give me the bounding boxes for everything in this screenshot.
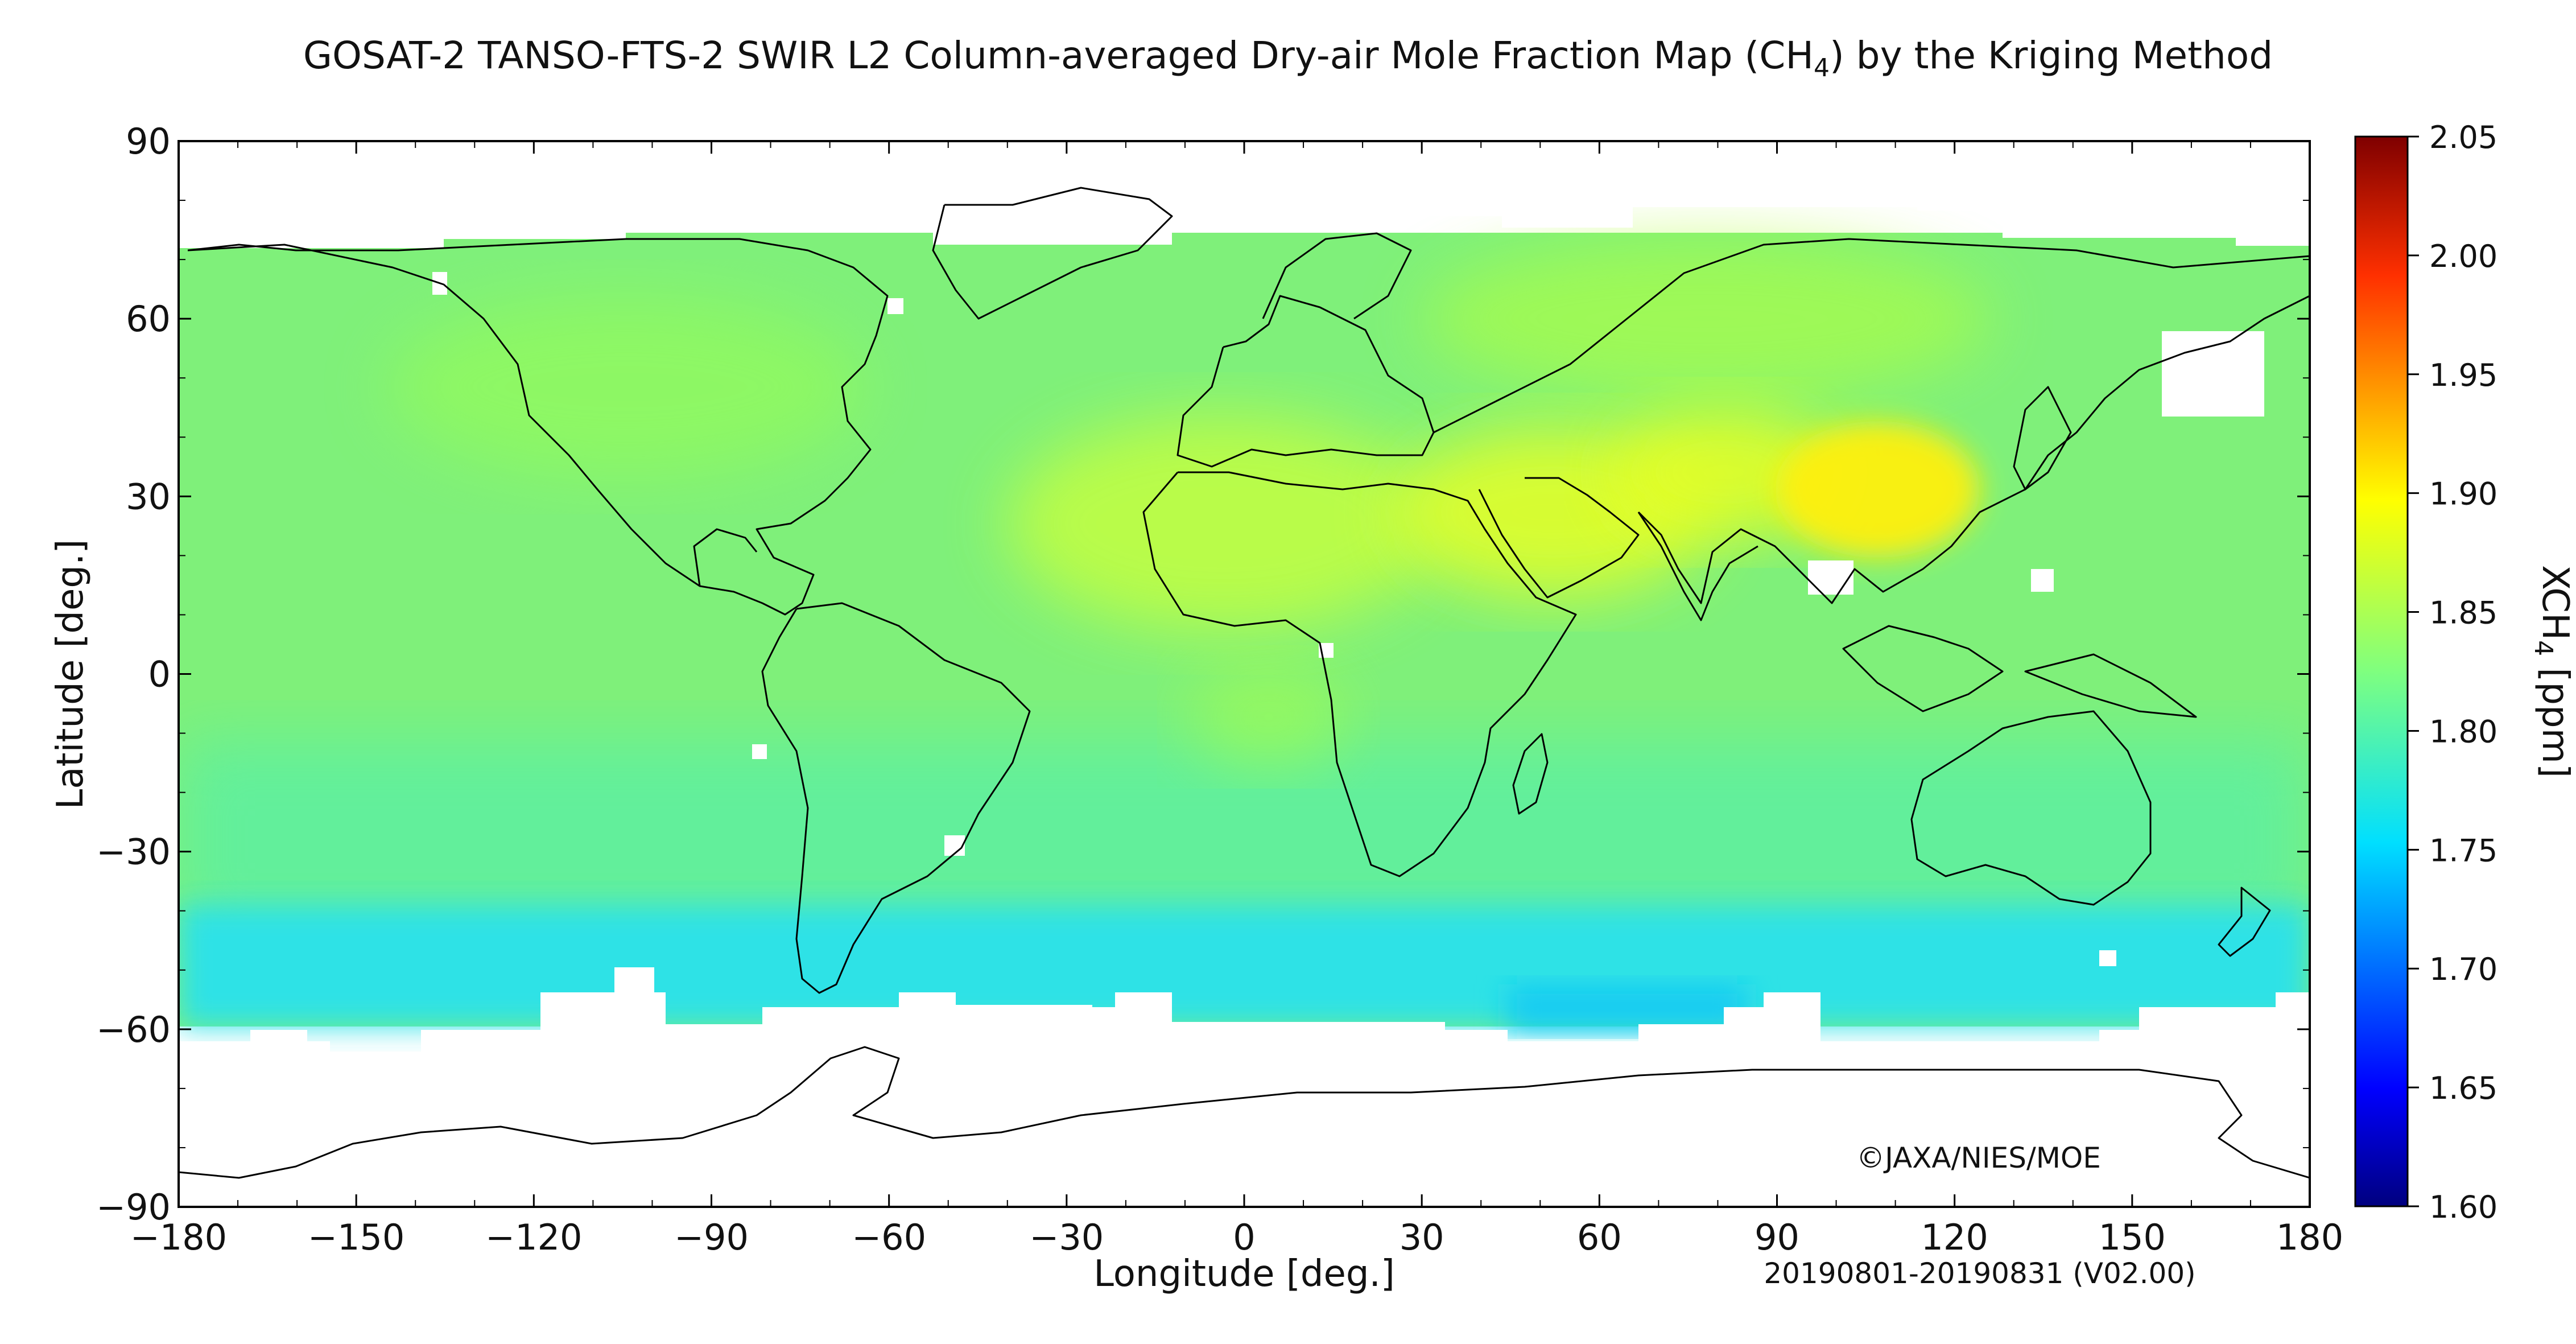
gap-sahara-dot (887, 298, 903, 314)
period-text: 20190801-20190831 (V02.00) (1764, 1257, 2195, 1290)
x-tick-label: −30 (1029, 1217, 1104, 1258)
y-axis-label: Latitude [deg.] (49, 539, 92, 810)
gap-pacific-dot (752, 744, 767, 759)
x-tick-label: −180 (130, 1217, 227, 1258)
colorbar-tick-label: 1.95 (2429, 357, 2497, 393)
coast-madagascar (1512, 733, 1549, 815)
coast-australia (1910, 710, 2152, 906)
southern-ocean-low (179, 905, 2310, 1027)
x-tick-label: 90 (1755, 1217, 1799, 1258)
coast-new-zealand (2218, 887, 2271, 957)
coast-arabia (1478, 477, 1640, 599)
coast-europe (1176, 295, 1435, 468)
coastlines (179, 187, 2310, 1179)
colorbar-tick-label: 1.85 (2429, 595, 2497, 631)
coast-maritime-se-asia (1842, 625, 2197, 718)
xch4-data-field (179, 141, 2310, 1207)
colorbar-tick-label: 1.65 (2429, 1070, 2497, 1106)
colorbar-tick-label: 1.70 (2429, 951, 2497, 987)
colorbar-tick-label: 1.80 (2429, 714, 2497, 749)
x-axis-label: Longitude [deg.] (1093, 1253, 1395, 1295)
x-tick-label: 120 (1921, 1217, 1988, 1258)
colorbar (2354, 135, 2409, 1207)
gap-indochina (1808, 560, 1853, 595)
mid-north-america (387, 296, 865, 478)
coast-greenland (932, 187, 1173, 320)
coast-asia (1433, 238, 2310, 604)
y-tick-label: −60 (96, 1009, 171, 1050)
x-tick-label: 60 (1577, 1217, 1622, 1258)
gap-brazil-coast (944, 835, 965, 856)
gap-north-edge (179, 141, 2310, 248)
x-tick-label: −90 (674, 1217, 749, 1258)
gap-kamchatka (2162, 331, 2264, 417)
low-equatorial-africa (1189, 666, 1348, 768)
y-tick-label: −30 (96, 831, 171, 873)
gap-south-edge (179, 967, 2310, 1207)
gap-tasman (2099, 950, 2116, 966)
y-axis-ticks: 90 60 30 0 −30 −60 −90 (96, 121, 2310, 1228)
coast-india (1637, 512, 1758, 621)
colorbar-tick-label: 2.05 (2429, 119, 2497, 155)
gap-philippines (2031, 569, 2054, 592)
coast-japan (2013, 386, 2072, 490)
x-tick-label: −150 (308, 1217, 404, 1258)
x-tick-label: −60 (852, 1217, 926, 1258)
colorbar-tick-label: 2.00 (2429, 238, 2497, 274)
coast-south-america (761, 602, 1031, 994)
high-east-asia (1775, 421, 1980, 558)
colorbar-ticks: 2.05 2.00 1.95 1.90 1.85 1.80 1.75 1.70 1.65 1.60 (2408, 119, 2497, 1225)
coast-north-america (187, 238, 889, 616)
y-tick-label: −90 (96, 1186, 171, 1228)
colorbar-label: XCH4 [ppm] (2529, 565, 2576, 778)
y-tick-label: 90 (126, 121, 171, 162)
x-tick-label: −120 (485, 1217, 582, 1258)
colorbar-tick-label: 1.60 (2429, 1189, 2497, 1225)
colorbar-tick-label: 1.75 (2429, 832, 2497, 868)
high-north-africa (1007, 415, 1439, 632)
credit-text: ©JAXA/NIES/MOE (1856, 1141, 2101, 1174)
x-tick-label: 150 (2099, 1217, 2166, 1258)
southern-ocean-lowest (1508, 984, 1747, 1030)
y-tick-label: 0 (148, 654, 171, 695)
high-siberia (1422, 239, 1991, 398)
coast-africa (1142, 471, 1577, 877)
x-axis-ticks: −180 −150 −120 −90 −60 −30 0 30 60 90 120 150 180 (130, 141, 2343, 1258)
x-tick-label: 180 (2276, 1217, 2343, 1258)
x-tick-label: 30 (1400, 1217, 1444, 1258)
y-tick-label: 60 (126, 298, 171, 340)
coast-gulf-caribbean (693, 528, 758, 587)
gap-greenland (933, 205, 1172, 245)
colorbar-tick-label: 1.90 (2429, 476, 2497, 512)
x-tick-label: 0 (1233, 1217, 1255, 1258)
coast-antarctica (179, 1046, 2310, 1179)
coast-scandinavia (1262, 232, 1412, 320)
map-title: GOSAT-2 TANSO-FTS-2 SWIR L2 Column-avera… (303, 34, 2273, 83)
y-tick-label: 30 (126, 476, 171, 517)
